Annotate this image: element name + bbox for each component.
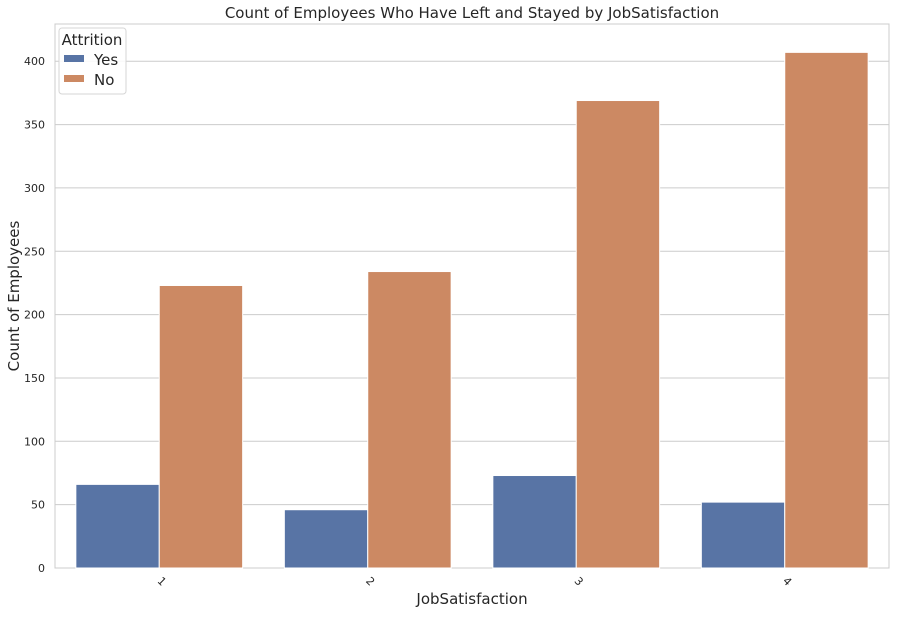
bar-no-3 <box>575 100 661 569</box>
bar-no-2 <box>367 271 452 569</box>
bar-no-4 <box>784 51 869 569</box>
y-tick-label: 100 <box>24 435 45 448</box>
x-tick-label: 3 <box>572 574 586 588</box>
y-tick-label: 150 <box>24 372 45 385</box>
x-tick-label: 1 <box>155 574 169 588</box>
y-axis-label: Count of Employees <box>5 220 23 371</box>
chart-title: Count of Employees Who Have Left and Sta… <box>225 4 719 22</box>
bar-yes-2 <box>283 509 369 569</box>
y-tick-label: 300 <box>24 182 45 195</box>
y-tick-label: 50 <box>31 499 45 512</box>
x-tick-labels: 1 2 3 4 <box>155 574 795 588</box>
y-tick-label: 400 <box>24 55 45 68</box>
bar-yes-3 <box>492 475 577 569</box>
y-tick-label: 0 <box>38 562 45 575</box>
legend-title: Attrition <box>62 31 123 49</box>
bar-no-1 <box>158 284 244 569</box>
bar-yes-4 <box>700 501 786 569</box>
legend-swatch-no <box>64 75 84 82</box>
x-axis-label: JobSatisfaction <box>415 590 527 608</box>
y-tick-labels: 0 50 100 150 200 250 300 350 400 <box>24 55 45 575</box>
legend-swatch-yes <box>64 55 84 62</box>
legend: Attrition Yes No <box>58 27 127 95</box>
y-tick-label: 250 <box>24 245 45 258</box>
x-tick-label: 2 <box>363 574 377 588</box>
x-tick-label: 4 <box>780 574 794 588</box>
bars <box>75 51 869 569</box>
y-tick-label: 350 <box>24 119 45 132</box>
legend-label-no: No <box>94 71 114 89</box>
legend-label-yes: Yes <box>93 51 118 69</box>
bar-yes-1 <box>75 483 160 569</box>
y-tick-label: 200 <box>24 309 45 322</box>
